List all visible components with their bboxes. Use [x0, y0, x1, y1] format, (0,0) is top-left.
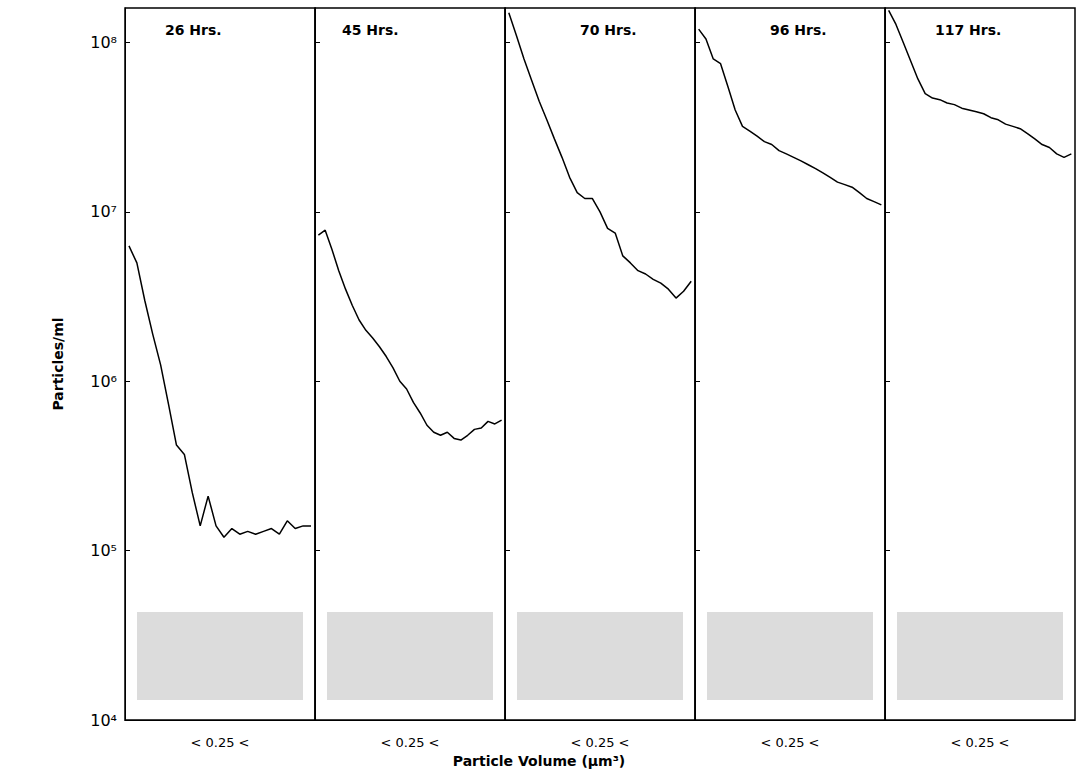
- svg-text:96 Hrs.: 96 Hrs.: [770, 22, 827, 38]
- svg-text:10⁵: 10⁵: [90, 541, 117, 560]
- svg-text:< 0.25 <: < 0.25 <: [571, 735, 630, 750]
- svg-text:10⁸: 10⁸: [90, 33, 117, 52]
- svg-text:Particle Volume (µm³): Particle Volume (µm³): [453, 753, 625, 769]
- svg-text:< 0.25 <: < 0.25 <: [951, 735, 1010, 750]
- svg-text:< 0.25 <: < 0.25 <: [381, 735, 440, 750]
- svg-text:70 Hrs.: 70 Hrs.: [580, 22, 637, 38]
- svg-text:10⁷: 10⁷: [90, 202, 117, 221]
- svg-text:45 Hrs.: 45 Hrs.: [342, 22, 399, 38]
- svg-text:10⁶: 10⁶: [90, 372, 117, 391]
- svg-text:10⁴: 10⁴: [90, 711, 117, 730]
- svg-text:< 0.25 <: < 0.25 <: [191, 735, 250, 750]
- svg-text:117 Hrs.: 117 Hrs.: [935, 22, 1001, 38]
- svg-text:26 Hrs.: 26 Hrs.: [165, 22, 222, 38]
- svg-text:Particles/ml: Particles/ml: [50, 317, 66, 410]
- svg-text:< 0.25 <: < 0.25 <: [761, 735, 820, 750]
